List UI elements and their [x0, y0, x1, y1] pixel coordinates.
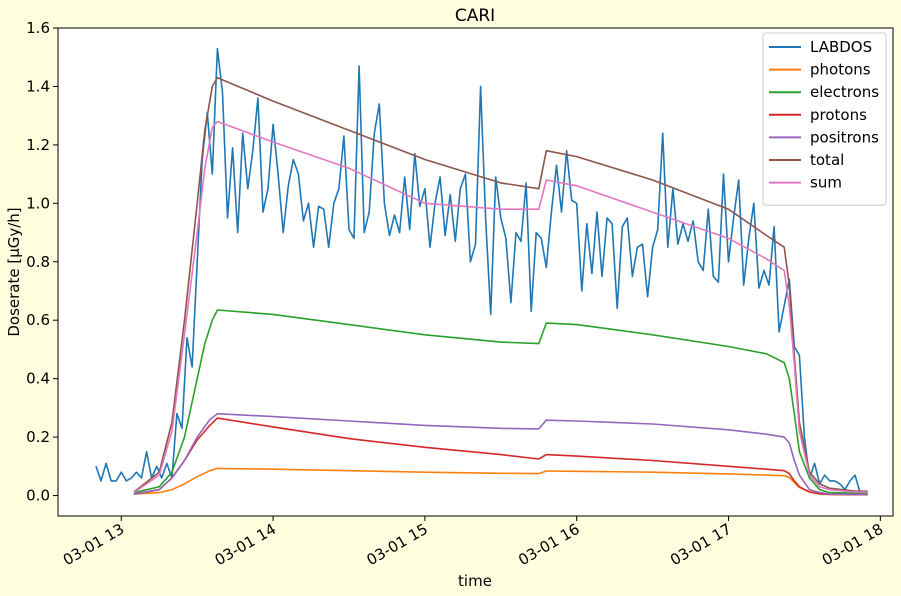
legend-label-total: total [810, 151, 844, 169]
series-line-total [133, 76, 868, 493]
y-tick-label: 1.4 [26, 77, 50, 95]
y-axis-label: Doserate [µGy/h] [5, 207, 23, 336]
y-tick-label: 0.2 [26, 428, 50, 446]
series-line-electrons [133, 309, 868, 494]
legend-box [762, 32, 887, 206]
legend-label-photons: photons [810, 61, 871, 79]
legend-label-electrons: electrons [810, 83, 879, 101]
legend-label-protons: protons [810, 106, 867, 124]
y-tick-label: 1.2 [26, 136, 50, 154]
series-line-positrons [133, 412, 868, 496]
series-layer [95, 47, 868, 496]
series-line-protons [133, 417, 868, 496]
legend-label-labdos: LABDOS [810, 38, 872, 56]
y-tick-label: 0.4 [26, 370, 50, 388]
series-line-sum [133, 120, 868, 494]
legend-label-positrons: positrons [810, 128, 879, 146]
y-tick-label: 1.6 [26, 19, 50, 37]
y-tick-label: 0.8 [26, 253, 50, 271]
y-tick-label: 0.0 [26, 487, 50, 505]
y-tick-label: 0.6 [26, 311, 50, 329]
y-axis: 0.0 0.2 0.4 0.6 0.8 1.0 1.2 1.4 1.6 [26, 19, 58, 505]
y-tick-label: 1.0 [26, 194, 50, 212]
legend-label-sum: sum [810, 174, 842, 192]
chart-legend: LABDOS photons electrons protons positrons to… [762, 32, 887, 206]
x-axis-label: time [458, 572, 492, 590]
chart-title: CARI [455, 6, 495, 26]
plot-frame [57, 27, 894, 517]
series-line-labdos [95, 47, 861, 493]
